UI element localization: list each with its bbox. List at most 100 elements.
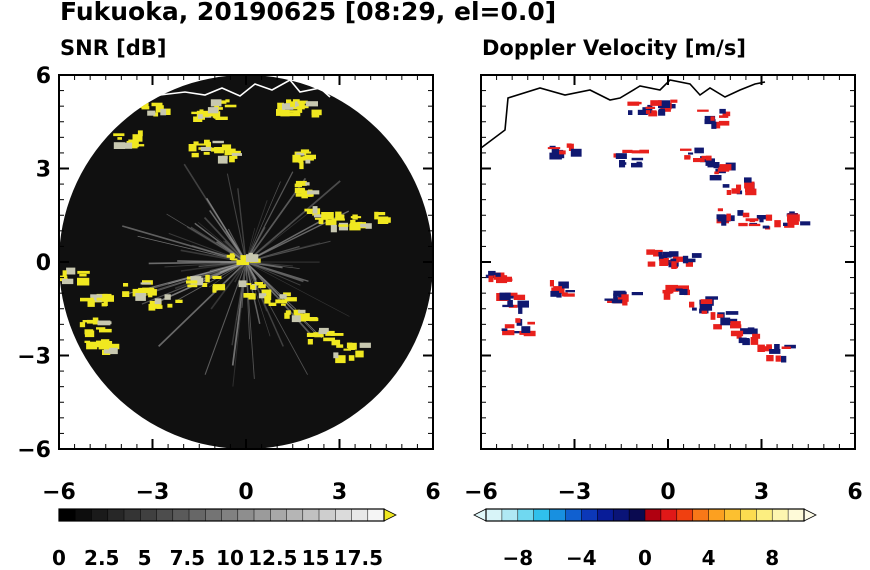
doppler-plot-area <box>481 79 811 363</box>
echo-cell <box>138 287 151 294</box>
colorbar-cell <box>156 508 174 522</box>
clutter-ray <box>245 261 302 282</box>
echo-cell <box>559 150 565 159</box>
echo-cell <box>306 332 316 337</box>
echo-cell <box>515 318 521 323</box>
clutter-ray <box>245 261 255 379</box>
echo-cell <box>330 333 344 336</box>
echo-cell <box>292 101 299 107</box>
colorbar-cell <box>270 508 288 522</box>
echo-cell <box>215 113 220 116</box>
echo-cell <box>636 161 642 167</box>
echo-cell <box>679 289 688 295</box>
colorbar-cell <box>549 508 567 522</box>
echo-cell <box>781 346 791 349</box>
colorbar-extend-max <box>383 508 397 522</box>
colorbar-cell <box>351 508 369 522</box>
echo-cell <box>721 218 727 226</box>
echo-cell <box>355 350 364 358</box>
echo-cell <box>348 355 355 361</box>
colorbar-cell <box>565 508 583 522</box>
echo-cell <box>196 143 206 146</box>
echo-cell <box>304 154 316 160</box>
echo-cell <box>298 309 306 314</box>
echo-cell <box>282 103 294 110</box>
echo-cell <box>231 153 242 156</box>
echo-cell <box>692 307 697 311</box>
echo-cell <box>62 270 67 277</box>
echo-cell <box>725 311 739 315</box>
echo-cell <box>109 343 120 350</box>
echo-cell <box>740 328 753 335</box>
echo-cell <box>747 327 755 331</box>
snr-plot-area <box>59 75 433 449</box>
echo-cell <box>521 326 531 333</box>
echo-cell <box>261 289 272 296</box>
colorbar-cell <box>237 508 255 522</box>
echo-cell <box>82 320 90 323</box>
echo-cell <box>153 112 159 117</box>
colorbar-frame <box>58 508 385 522</box>
x-tick-label: 3 <box>754 480 769 505</box>
echo-cell <box>200 146 212 151</box>
echo-cell <box>215 116 228 120</box>
echo-cell <box>742 338 750 346</box>
echo-cell <box>523 330 536 337</box>
colorbar-tick-label: 15 <box>302 546 330 570</box>
echo-cell <box>279 294 287 299</box>
clutter-ray <box>168 261 247 285</box>
echo-cell <box>187 284 198 288</box>
colorbar-cell <box>318 508 336 522</box>
echo-cell <box>186 276 193 280</box>
echo-cell <box>675 288 683 291</box>
echo-cell <box>719 108 726 114</box>
clutter-ray <box>245 261 250 340</box>
echo-cell <box>323 337 335 342</box>
echo-cell <box>631 157 644 161</box>
echo-cell <box>717 208 723 212</box>
colorbar-cell <box>172 508 190 522</box>
doppler-panel-title: Doppler Velocity [m/s] <box>482 36 746 60</box>
echo-cell <box>87 299 95 307</box>
echo-cell <box>709 175 722 181</box>
echo-cell <box>627 101 640 106</box>
echo-cell <box>697 109 709 112</box>
echo-cell <box>722 111 731 117</box>
echo-cell <box>291 315 301 323</box>
echo-cell <box>140 282 151 285</box>
colorbar-cell <box>485 508 503 522</box>
echo-cell <box>378 217 391 223</box>
echo-cell <box>290 101 295 107</box>
x-tick-label: −6 <box>42 480 76 505</box>
echo-cell <box>374 211 379 220</box>
echo-cell <box>742 212 750 218</box>
colorbar-cell <box>188 508 206 522</box>
echo-cell <box>163 108 171 115</box>
echo-cell <box>305 101 318 107</box>
echo-cell <box>292 154 301 163</box>
y-tick-label: 3 <box>36 158 51 183</box>
echo-cell <box>295 180 307 186</box>
x-tick-label: −3 <box>558 480 592 505</box>
echo-cell <box>164 294 171 300</box>
x-tick-label: 0 <box>238 480 253 505</box>
echo-cell <box>141 106 150 110</box>
echo-cell <box>639 149 649 154</box>
echo-cell <box>499 292 511 301</box>
echo-cell <box>504 324 515 329</box>
echo-cell <box>305 159 311 164</box>
echo-cell <box>312 206 318 214</box>
echo-cell <box>645 106 656 109</box>
echo-cell <box>325 330 335 336</box>
echo-cell <box>321 212 334 220</box>
echo-cell <box>518 306 523 314</box>
echo-cell <box>77 270 90 274</box>
x-tick-label: −6 <box>464 480 498 505</box>
clutter-ray <box>122 225 247 263</box>
echo-cell <box>276 109 285 116</box>
echo-cell <box>309 317 318 322</box>
echo-cell <box>298 156 304 164</box>
echo-cell <box>137 130 143 137</box>
colorbar-cell <box>708 508 726 522</box>
